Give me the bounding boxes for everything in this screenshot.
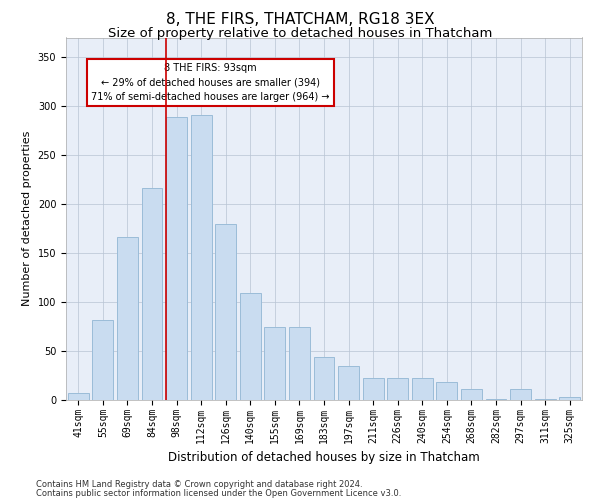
Bar — [265, 326, 286, 400]
Bar — [191, 115, 212, 400]
Bar — [412, 378, 433, 400]
Bar — [142, 188, 163, 400]
Bar — [559, 397, 580, 400]
Bar — [535, 399, 556, 400]
Bar — [92, 320, 113, 400]
Text: Contains HM Land Registry data © Crown copyright and database right 2024.: Contains HM Land Registry data © Crown c… — [36, 480, 362, 489]
Y-axis label: Number of detached properties: Number of detached properties — [22, 131, 32, 306]
Bar — [387, 378, 408, 400]
Bar — [240, 293, 261, 400]
Bar — [461, 389, 482, 400]
Bar — [215, 224, 236, 400]
Text: 8, THE FIRS, THATCHAM, RG18 3EX: 8, THE FIRS, THATCHAM, RG18 3EX — [166, 12, 434, 28]
X-axis label: Distribution of detached houses by size in Thatcham: Distribution of detached houses by size … — [168, 451, 480, 464]
Bar — [68, 393, 89, 400]
Bar — [314, 357, 334, 400]
Bar — [485, 399, 506, 400]
Text: Contains public sector information licensed under the Open Government Licence v3: Contains public sector information licen… — [36, 488, 401, 498]
Bar — [510, 389, 531, 400]
Text: Size of property relative to detached houses in Thatcham: Size of property relative to detached ho… — [108, 28, 492, 40]
Bar — [117, 238, 138, 400]
Bar — [362, 378, 383, 400]
Bar — [338, 366, 359, 400]
Bar — [166, 117, 187, 400]
Bar — [289, 326, 310, 400]
Text: 8 THE FIRS: 93sqm
← 29% of detached houses are smaller (394)
71% of semi-detache: 8 THE FIRS: 93sqm ← 29% of detached hous… — [91, 63, 330, 102]
Bar — [436, 382, 457, 400]
